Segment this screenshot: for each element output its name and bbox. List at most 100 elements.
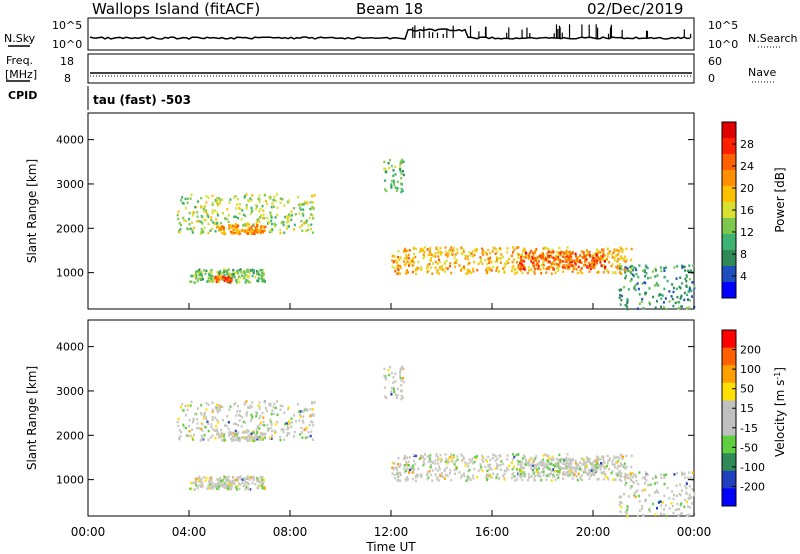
velocity-echo-cell	[623, 492, 626, 496]
velocity-echo-cell	[456, 455, 459, 458]
velocity-echo-cell	[411, 467, 414, 470]
power-echo-cell	[506, 247, 509, 250]
power-echo-cell	[641, 282, 644, 285]
velocity-echo-cell	[182, 409, 185, 412]
velocity-echo-cell	[554, 478, 557, 481]
velocity-echo-cell	[219, 405, 222, 408]
velocity-echo-cell	[254, 436, 257, 439]
power-echo-cell	[445, 250, 448, 254]
power-echo-cell	[688, 264, 691, 267]
velocity-echo-cell	[575, 475, 578, 478]
power-echo-cell	[223, 231, 226, 235]
velocity-echo-cell	[564, 473, 567, 477]
velocity-echo-cell	[565, 465, 568, 469]
power-echo-cell	[520, 259, 523, 262]
velocity-echo-cell	[392, 388, 395, 391]
velocity-echo-cell	[431, 461, 434, 464]
power-echo-cell	[220, 277, 223, 280]
power-echo-cell	[217, 224, 220, 227]
power-echo-cell	[217, 226, 220, 229]
power-echo-cell	[660, 297, 663, 300]
velocity-echo-cell	[612, 458, 615, 461]
velocity-echo-cell	[221, 479, 224, 482]
velocity-echo-cell	[474, 455, 477, 459]
power-echo-cell	[494, 252, 497, 255]
power-echo-cell	[258, 198, 261, 201]
velocity-echo-cell	[671, 504, 674, 508]
velocity-echo-cell	[269, 403, 272, 407]
velocity-echo-cell	[406, 476, 409, 479]
power-echo-cell	[481, 251, 484, 254]
power-echo-cell	[589, 254, 592, 257]
power-echo-cell	[310, 195, 313, 198]
power-echo-cell	[286, 220, 289, 224]
power-colorbar-tick-label: 20	[740, 182, 754, 195]
power-echo-cell	[417, 260, 420, 264]
power-echo-cell	[632, 274, 635, 278]
power-echo-cell	[205, 201, 208, 204]
power-echo-cell	[236, 269, 239, 273]
power-echo-cell	[520, 265, 523, 269]
velocity-echo-cell	[520, 472, 523, 476]
velocity-echo-cell	[235, 414, 238, 417]
velocity-echo-cell	[288, 432, 291, 435]
velocity-echo-cell	[606, 476, 609, 479]
velocity-echo-cell	[468, 458, 471, 461]
velocity-echo-cell	[383, 367, 386, 371]
power-echo-cell	[565, 260, 568, 263]
velocity-echo-cell	[540, 478, 543, 482]
velocity-echo-cell	[666, 486, 669, 490]
power-echo-cell	[236, 227, 239, 231]
power-echo-cell	[312, 207, 315, 210]
power-echo-cell	[565, 264, 568, 267]
power-echo-cell	[549, 251, 552, 254]
velocity-echo-cell	[234, 438, 237, 442]
power-echo-cell	[229, 280, 232, 283]
velocity-echo-cell	[641, 476, 644, 480]
power-echo-cell	[250, 198, 253, 202]
power-echo-cell	[190, 193, 193, 197]
velocity-echo-cell	[624, 483, 627, 487]
velocity-echo-cell	[207, 403, 210, 406]
velocity-colorbar-tick-label: 200	[740, 344, 761, 357]
power-echo-cell	[693, 285, 696, 288]
power-echo-cell	[425, 266, 428, 270]
power-echo-cell	[647, 276, 650, 280]
power-echo-cell	[242, 277, 245, 281]
power-echo-cell	[215, 276, 218, 280]
velocity-echo-cell	[492, 472, 495, 476]
power-echo-cell	[675, 277, 678, 280]
velocity-echo-cell	[309, 434, 312, 438]
power-echo-cell	[574, 262, 577, 265]
power-echo-cell	[400, 172, 403, 176]
power-echo-cell	[205, 209, 208, 212]
power-echo-cell	[596, 259, 599, 262]
velocity-echo-cell	[621, 457, 624, 461]
power-echo-cell	[654, 269, 657, 272]
power-echo-cell	[199, 278, 202, 281]
power-echo-cell	[429, 252, 432, 256]
velocity-echo-cell	[678, 507, 681, 511]
power-echo-cell	[261, 231, 264, 234]
velocity-echo-cell	[203, 425, 206, 429]
velocity-echo-cell	[672, 497, 675, 501]
power-echo-cell	[385, 189, 388, 193]
power-echo-cell	[688, 277, 691, 281]
power-echo-cell	[679, 295, 682, 299]
velocity-echo-cell	[547, 472, 550, 476]
power-echo-cell	[659, 293, 662, 297]
velocity-echo-cell	[452, 453, 455, 457]
velocity-echo-cell	[422, 460, 425, 464]
power-echo-cell	[439, 246, 442, 250]
power-echo-cell	[570, 255, 573, 259]
power-echo-cell	[405, 257, 408, 261]
power-echo-cell	[662, 301, 665, 304]
velocity-echo-cell	[404, 456, 407, 460]
power-echo-cell	[624, 268, 627, 271]
velocity-echo-cell	[238, 438, 241, 442]
power-echo-cell	[603, 254, 606, 257]
power-echo-cell	[511, 260, 514, 264]
velocity-echo-cell	[255, 435, 258, 439]
power-echo-cell	[387, 161, 390, 165]
velocity-echo-cell	[630, 454, 633, 458]
